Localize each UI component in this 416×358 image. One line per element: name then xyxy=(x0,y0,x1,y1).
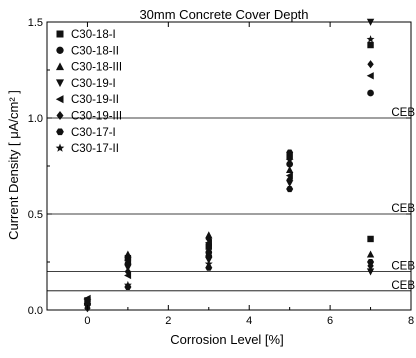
legend-label: C30-18-III xyxy=(71,62,122,74)
legend-item: C30-18-I xyxy=(56,29,116,41)
legend-marker xyxy=(55,79,65,88)
legend-marker xyxy=(55,143,65,152)
x-tick-label: 2 xyxy=(165,315,171,327)
chart-title: 30mm Concrete Cover Depth xyxy=(139,7,308,22)
data-point xyxy=(367,41,374,49)
legend-item: C30-18-II xyxy=(56,45,119,57)
legend-item: C30-19-III xyxy=(56,110,122,123)
y-axis-label: Current Density [ μA/cm² ] xyxy=(6,90,21,240)
data-point xyxy=(286,149,294,156)
data-point xyxy=(286,185,294,193)
legend-label: C30-17-II xyxy=(71,143,119,155)
data-point xyxy=(366,18,375,26)
data-point xyxy=(124,256,132,264)
legend-label: C30-18-II xyxy=(71,45,119,57)
legend-marker xyxy=(55,62,65,71)
x-tick-label: 0 xyxy=(84,315,90,327)
data-point xyxy=(366,72,374,80)
legend-marker xyxy=(55,95,64,104)
legend-marker xyxy=(56,30,64,38)
reference-line-label: CEB xyxy=(391,280,415,292)
legend-label: C30-19-III xyxy=(71,111,122,123)
legend-item: C30-18-III xyxy=(55,62,122,74)
legend-item: C30-19-I xyxy=(55,78,116,90)
legend-label: C30-19-I xyxy=(71,78,116,90)
data-point xyxy=(204,259,213,268)
legend-label: C30-19-II xyxy=(71,94,119,106)
data-point xyxy=(285,166,294,174)
data-point xyxy=(367,235,374,243)
reference-line-label: CEB xyxy=(391,261,415,273)
series-C30-17-I xyxy=(83,185,375,308)
data-point xyxy=(367,89,374,97)
x-axis-label: Corrosion Level [%] xyxy=(170,332,283,347)
legend-item: C30-17-II xyxy=(55,143,119,155)
legend-marker xyxy=(56,46,64,54)
data-point xyxy=(123,280,132,289)
series-C30-19-I xyxy=(83,18,375,310)
data-point xyxy=(367,261,374,270)
data-point xyxy=(286,175,293,184)
data-point xyxy=(83,296,92,304)
series-C30-17-II xyxy=(83,35,375,304)
data-point xyxy=(366,35,375,43)
data-point xyxy=(205,234,212,244)
x-tick-label: 4 xyxy=(246,315,252,327)
y-tick-label: 0.0 xyxy=(28,305,43,317)
data-point xyxy=(367,60,374,69)
y-tick-label: 0.5 xyxy=(28,209,43,221)
data-point xyxy=(366,268,375,276)
data-point xyxy=(285,156,294,164)
legend-label: C30-17-I xyxy=(71,127,116,139)
legend-item: C30-19-II xyxy=(55,94,119,106)
data-point xyxy=(124,250,132,258)
x-tick-label: 6 xyxy=(327,315,333,327)
legend-item: C30-17-I xyxy=(56,127,116,139)
data-point xyxy=(205,243,212,250)
data-point xyxy=(285,180,294,188)
y-tick-label: 1.0 xyxy=(28,113,43,125)
reference-line-label: CEB xyxy=(391,107,415,119)
legend-marker xyxy=(56,128,64,136)
data-point xyxy=(205,252,213,260)
data-point xyxy=(366,250,375,258)
legend-label: C30-18-I xyxy=(71,29,116,41)
legend-marker xyxy=(56,110,64,121)
x-tick-label: 8 xyxy=(408,315,414,327)
data-point xyxy=(124,271,132,280)
y-tick-label: 1.5 xyxy=(28,17,43,29)
reference-line-label: CEB xyxy=(391,203,415,215)
